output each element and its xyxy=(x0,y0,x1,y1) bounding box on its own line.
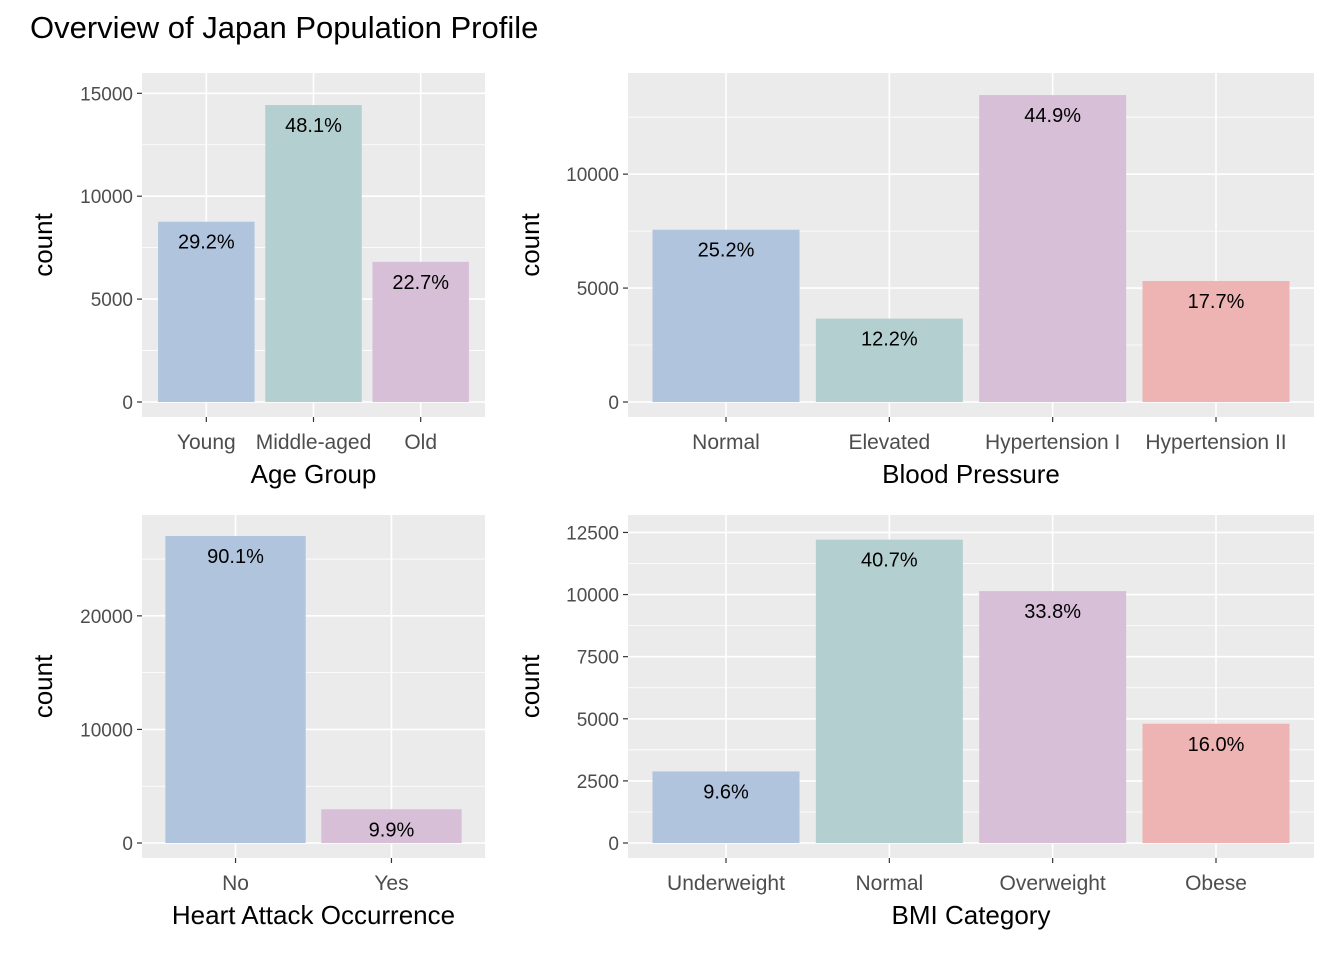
data-label: 12.2% xyxy=(861,329,918,351)
data-label: 16.0% xyxy=(1188,734,1245,756)
x-tick-label: Old xyxy=(404,431,437,454)
y-tick-label: 10000 xyxy=(80,720,133,741)
y-axis-title: count xyxy=(515,212,545,276)
data-label: 22.7% xyxy=(392,272,449,294)
bar-old xyxy=(372,261,469,402)
y-tick-label: 20000 xyxy=(80,607,133,628)
bar-normal xyxy=(815,539,963,843)
x-axis-title: Heart Attack Occurrence xyxy=(172,900,455,930)
y-tick-label: 5000 xyxy=(91,290,133,311)
x-tick-label: Hypertension II xyxy=(1145,431,1286,454)
x-tick-label: Underweight xyxy=(667,872,785,895)
chart-title: Overview of Japan Population Profile xyxy=(30,10,539,45)
x-tick-label: No xyxy=(222,872,249,895)
x-axis-title: Blood Pressure xyxy=(882,459,1060,489)
bar-yes xyxy=(321,809,462,843)
data-label: 90.1% xyxy=(207,546,264,568)
y-tick-label: 0 xyxy=(122,393,133,414)
x-tick-label: Normal xyxy=(692,431,760,454)
y-tick-label: 10000 xyxy=(566,586,619,607)
data-label: 9.6% xyxy=(703,781,749,803)
y-tick-label: 2500 xyxy=(577,772,619,793)
y-tick-label: 0 xyxy=(608,393,619,414)
x-tick-label: Obese xyxy=(1185,872,1247,895)
data-label: 40.7% xyxy=(861,550,918,572)
y-tick-label: 10000 xyxy=(566,165,619,186)
y-tick-label: 5000 xyxy=(577,279,619,300)
y-tick-label: 7500 xyxy=(577,648,619,669)
y-tick-label: 0 xyxy=(122,834,133,855)
panel-2: 0 5000 10000 25.2% Normal 12.2% Elevated 44.9% H… xyxy=(515,73,1314,489)
y-tick-label: 5000 xyxy=(577,710,619,731)
bar-overweight xyxy=(979,591,1127,843)
bar-hypertension-i xyxy=(979,95,1127,403)
y-tick-label: 15000 xyxy=(80,84,133,105)
x-tick-label: Elevated xyxy=(848,431,930,454)
bar-no xyxy=(165,536,306,843)
bar-underweight xyxy=(652,771,800,843)
x-tick-label: Normal xyxy=(855,872,923,895)
y-tick-label: 0 xyxy=(608,834,619,855)
data-label: 25.2% xyxy=(698,240,755,262)
bar-obese xyxy=(1142,723,1290,843)
bar-elevated xyxy=(815,318,963,402)
bar-hypertension-ii xyxy=(1142,281,1290,402)
y-tick-label: 10000 xyxy=(80,187,133,208)
x-tick-label: Middle-aged xyxy=(256,431,372,454)
bar-middle-aged xyxy=(265,105,362,402)
y-axis-title: count xyxy=(515,654,545,718)
panel-3: 0 10000 20000 90.1% No 9.9% Yes Heart Attack Oc… xyxy=(28,515,485,930)
data-label: 9.9% xyxy=(369,819,415,841)
data-label: 44.9% xyxy=(1024,105,1081,127)
data-label: 48.1% xyxy=(285,115,342,137)
x-axis-title: BMI Category xyxy=(892,900,1051,930)
x-tick-label: Hypertension I xyxy=(985,431,1120,454)
bar-young xyxy=(158,221,255,402)
bar-normal xyxy=(652,229,800,402)
x-tick-label: Overweight xyxy=(1000,872,1106,895)
data-label: 29.2% xyxy=(178,232,235,254)
y-axis-title: count xyxy=(28,212,58,276)
y-axis-title: count xyxy=(28,654,58,718)
panel-1: 0 5000 10000 15000 29.2% Young 48.1% Middle-age… xyxy=(28,73,485,489)
x-tick-label: Yes xyxy=(374,872,408,895)
panel-4: 0 2500 5000 7500 10000 12500 9.6% Underweight 40… xyxy=(515,515,1314,930)
data-label: 17.7% xyxy=(1188,291,1245,313)
x-tick-label: Young xyxy=(177,431,236,454)
y-tick-label: 12500 xyxy=(566,523,619,544)
x-axis-title: Age Group xyxy=(251,459,377,489)
data-label: 33.8% xyxy=(1024,601,1081,623)
